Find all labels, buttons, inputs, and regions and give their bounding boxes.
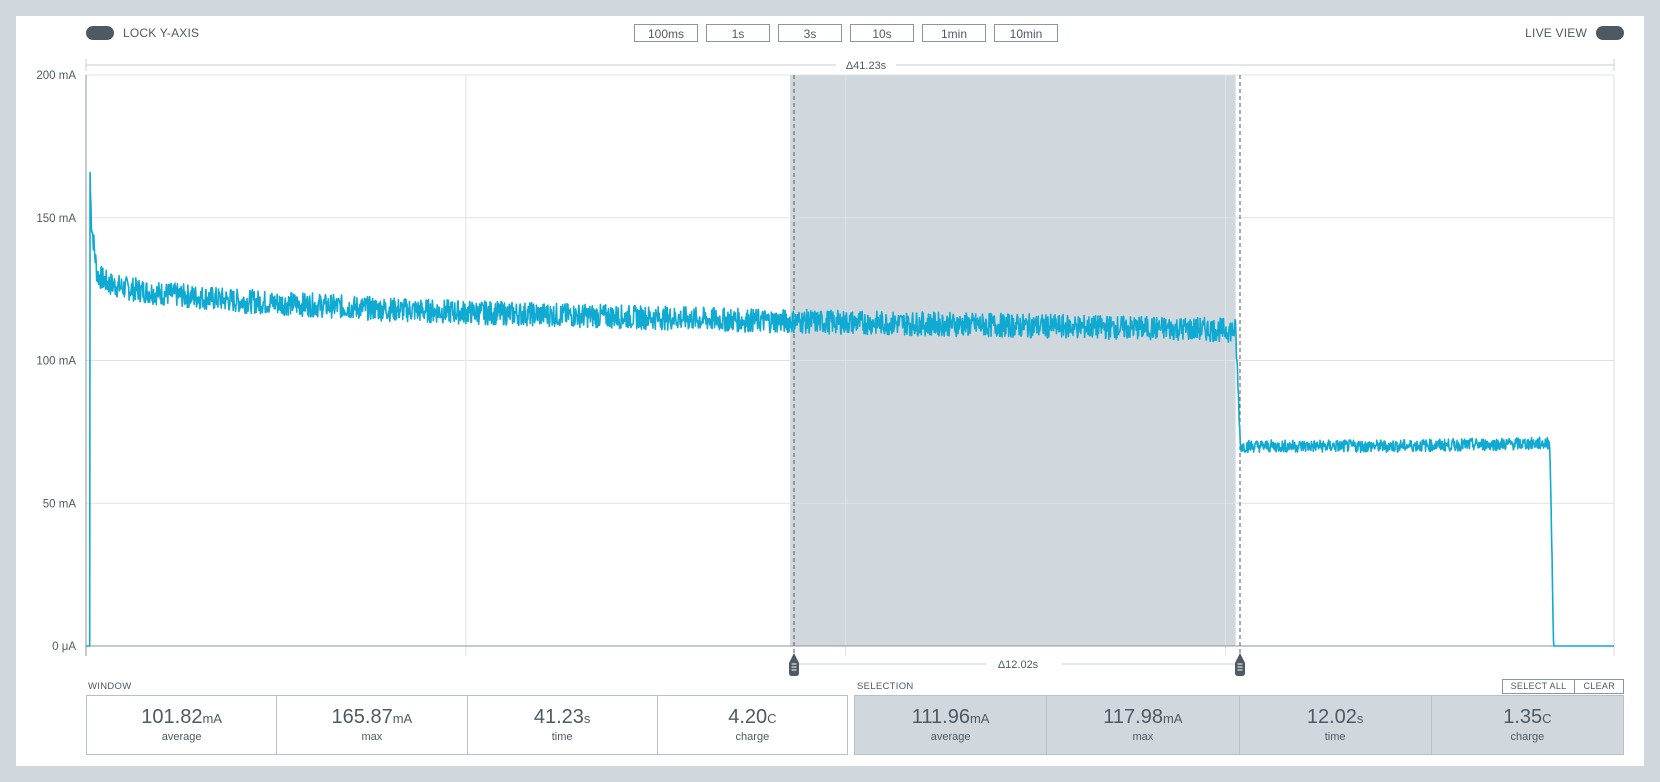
window-average-stat: 101.82mA average — [87, 696, 278, 754]
window-10min-button[interactable]: 10min — [994, 24, 1058, 42]
selection-max-value: 117.98 — [1103, 706, 1163, 728]
window-max-value: 165.87 — [331, 706, 393, 728]
window-100ms-button[interactable]: 100ms — [634, 24, 698, 42]
window-3s-button[interactable]: 3s — [778, 24, 842, 42]
live-view-label: LIVE VIEW — [1525, 26, 1587, 40]
selection-charge-unit: C — [1542, 711, 1552, 726]
selection-buttons: SELECT ALL CLEAR — [1501, 679, 1624, 694]
window-average-caption: average — [161, 731, 202, 743]
window-time-unit: s — [583, 711, 591, 726]
clear-selection-button[interactable]: CLEAR — [1575, 679, 1624, 694]
current-chart[interactable]: Δ41.23s 0 μA 50 mA 100 mA 150 mA 200 mA Δ12.… — [16, 16, 1644, 676]
window-charge-caption: charge — [735, 731, 770, 743]
window-charge-unit: C — [767, 711, 777, 726]
window-1s-button[interactable]: 1s — [706, 24, 770, 42]
window-10s-button[interactable]: 10s — [850, 24, 914, 42]
selection-charge-value: 1.35 — [1503, 706, 1543, 728]
window-max-stat: 165.87mA max — [277, 696, 468, 754]
selection-start-handle[interactable] — [789, 653, 799, 676]
window-1min-button[interactable]: 1min — [922, 24, 986, 42]
y-tick-label: 200 mA — [36, 70, 76, 82]
window-time-value: 41.23 — [533, 706, 584, 728]
selection-stats: 111.96mA average 117.98mA max 12.02s tim… — [854, 695, 1624, 755]
window-time-caption: time — [551, 731, 573, 743]
selection-max-caption: max — [1132, 731, 1154, 743]
window-max-caption: max — [361, 731, 383, 743]
selection-average-stat: 111.96mA average — [855, 696, 1048, 754]
y-tick-label: 100 mA — [36, 356, 76, 368]
selection-average-unit: mA — [969, 711, 990, 726]
selection-stats-label: SELECTION — [857, 681, 914, 692]
current-trace — [86, 171, 1615, 647]
window-charge-value: 4.20 — [728, 706, 768, 728]
window-delta-label: Δ41.23s — [846, 60, 887, 72]
live-view-switch[interactable] — [1596, 26, 1624, 40]
selection-average-caption: average — [930, 731, 971, 743]
window-time-stat: 41.23s time — [468, 696, 658, 754]
y-tick-label: 0 μA — [52, 641, 76, 653]
selection-time-stat: 12.02s time — [1240, 696, 1432, 754]
selection-time-value: 12.02 — [1306, 706, 1357, 728]
selection-average-value: 111.96 — [911, 706, 970, 728]
lock-y-axis-label: LOCK Y-AXIS — [123, 26, 200, 40]
selection-time-unit: s — [1356, 711, 1364, 726]
window-average-unit: mA — [202, 711, 222, 726]
lock-y-axis-switch[interactable] — [86, 26, 114, 40]
lock-y-axis-toggle[interactable]: LOCK Y-AXIS — [86, 26, 199, 40]
y-tick-label: 50 mA — [43, 498, 77, 510]
selection-max-stat: 117.98mA max — [1047, 696, 1240, 754]
power-profiler-app: LOCK Y-AXIS 100ms 1s 3s 10s 1min 10min L… — [16, 16, 1644, 766]
window-charge-stat: 4.20C charge — [658, 696, 847, 754]
selection-max-unit: mA — [1162, 711, 1183, 726]
selection-end-handle[interactable] — [1235, 653, 1245, 676]
window-max-unit: mA — [392, 711, 413, 726]
selection-charge-caption: charge — [1510, 731, 1545, 743]
window-stats: 101.82mA average 165.87mA max 41.23s tim… — [86, 695, 848, 755]
selection-delta-label: Δ12.02s — [998, 659, 1039, 671]
y-tick-label: 150 mA — [36, 213, 76, 225]
y-axis-ticks: 0 μA 50 mA 100 mA 150 mA 200 mA — [36, 70, 76, 653]
selection-time-caption: time — [1324, 731, 1346, 743]
window-stats-label: WINDOW — [88, 681, 132, 692]
select-all-button[interactable]: SELECT ALL — [1501, 679, 1576, 694]
selection-charge-stat: 1.35C charge — [1432, 696, 1623, 754]
window-duration-buttons: 100ms 1s 3s 10s 1min 10min — [634, 24, 1066, 42]
window-average-value: 101.82 — [141, 706, 203, 728]
live-view-toggle[interactable]: LIVE VIEW — [1525, 26, 1624, 40]
